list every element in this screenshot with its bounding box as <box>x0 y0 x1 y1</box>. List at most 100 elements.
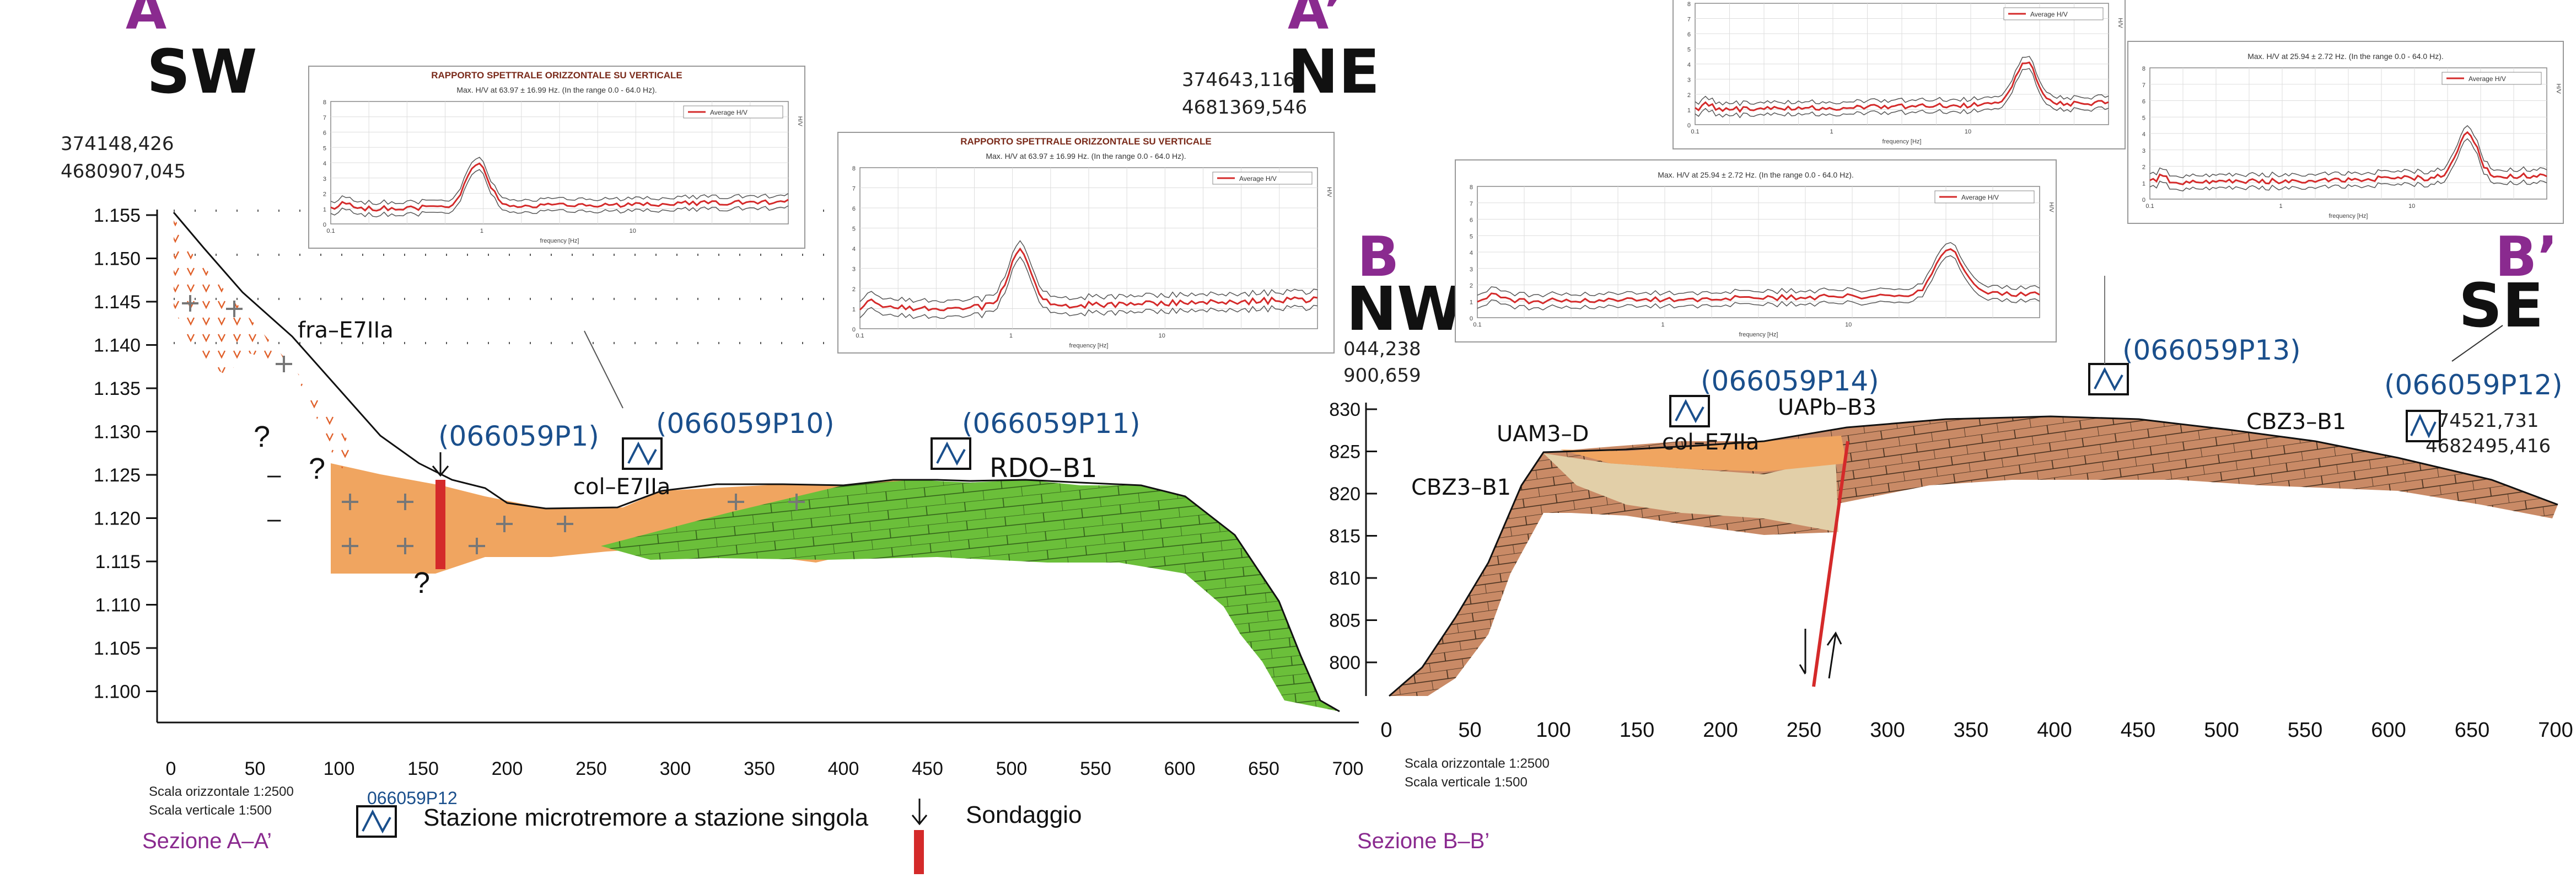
hvsr-legend-entry: Average H/V <box>710 109 747 116</box>
hvsr-y-tick-label: 7 <box>852 186 856 192</box>
section-b-uam-deposit <box>1544 453 1838 532</box>
legend-borehole-bar <box>914 830 924 874</box>
hvsr-x-axis-label: frequency [Hz] <box>1883 138 1922 145</box>
y-tick-label: 1.140 <box>94 335 141 356</box>
label-cbz-left: CBZ3–B1 <box>1411 475 1511 500</box>
hvsr-tick-label: 1 <box>2279 203 2283 210</box>
x-tick-label: 650 <box>1248 758 1279 779</box>
label-cbz-right: CBZ3–B1 <box>2246 409 2346 435</box>
hvsr-y-tick-label: 6 <box>2142 99 2145 105</box>
label-fra: fra–E7IIa <box>298 318 394 343</box>
hvsr-average-curve <box>2149 131 2547 185</box>
x-tick-label: 650 <box>2455 719 2489 742</box>
label-col-b: col–E7IIa <box>1662 430 1759 455</box>
y-tick-label: 1.100 <box>94 682 141 703</box>
hvsr-y-tick-label: 2 <box>1470 283 1473 290</box>
hvsr-y-tick-label: 7 <box>1470 201 1473 207</box>
section-a-end-letter: A’ <box>1288 0 1344 41</box>
y-tick-label: 1.150 <box>94 249 141 270</box>
x-tick-label: 250 <box>1787 719 1821 742</box>
x-tick-label: 450 <box>912 758 943 779</box>
hvsr-x-axis-label: frequency [Hz] <box>1069 342 1109 349</box>
hvsr-average-curve <box>859 247 1318 312</box>
y-tick-label: 815 <box>1329 526 1360 547</box>
hvsr-y-tick-label: 7 <box>323 115 326 121</box>
hvsr-panel: Max. H/V at 25.94 ± 2.72 Hz. (In the ran… <box>1455 159 2057 342</box>
hvsr-y-tick-label: 6 <box>1687 31 1691 38</box>
x-tick-label: 600 <box>2371 719 2406 742</box>
hvsr-y-tick-label: 5 <box>323 145 326 152</box>
y-tick-label: 1.145 <box>94 292 141 313</box>
x-tick-label: 0 <box>1380 719 1392 742</box>
question-mark: ? <box>254 420 270 453</box>
y-tick-label: 1.105 <box>94 638 141 659</box>
hvsr-y-tick-label: 2 <box>2142 164 2145 171</box>
hvsr-y-tick-label: 1 <box>852 307 856 313</box>
x-tick-label: 200 <box>1703 719 1738 742</box>
leader-line <box>584 330 623 409</box>
dash-mark: – <box>267 505 281 532</box>
x-tick-label: 50 <box>245 758 266 779</box>
section-a-start-coord-2: 4680907,045 <box>61 160 186 183</box>
hvsr-average-curve <box>330 162 789 212</box>
x-tick-label: 550 <box>1080 758 1111 779</box>
hvsr-y-tick-label: 7 <box>2142 82 2145 89</box>
dash-mark: – <box>267 461 281 488</box>
section-b-y-ticks: 830 825 820 815 810 805 800 <box>1329 399 1377 673</box>
section-a-start-coord-1: 374148,426 <box>61 133 174 155</box>
x-tick-label: 150 <box>407 758 439 779</box>
fault-arrow-up <box>1826 631 1842 679</box>
label-uam: UAM3–D <box>1497 421 1589 447</box>
hvsr-panel: Max. H/V at 25.94 ± 2.72 Hz. (In the ran… <box>2127 41 2564 224</box>
hvsr-y-tick-label: 1 <box>2142 180 2145 187</box>
hvsr-subtitle: Max. H/V at 63.97 ± 16.99 Hz. (In the ra… <box>986 152 1186 160</box>
hvsr-y-tick-label: 0 <box>2142 197 2145 204</box>
x-tick-label: 550 <box>2288 719 2322 742</box>
section-b-end-letter: B’ <box>2495 224 2558 289</box>
hvsr-title: RAPPORTO SPETTRALE ORIZZONTALE SU VERTIC… <box>431 70 682 81</box>
x-tick-label: 250 <box>576 758 607 779</box>
hvsr-tick-label: 10 <box>1159 333 1165 339</box>
y-tick-label: 830 <box>1329 399 1360 420</box>
label-p1: (066059P1) <box>438 420 599 452</box>
hvsr-y-tick-label: 8 <box>1687 1 1691 8</box>
x-tick-label: 400 <box>828 758 859 779</box>
section-b-end-coord-1: 374521,731 <box>2426 410 2539 432</box>
hvsr-title: RAPPORTO SPETTRALE ORIZZONTALE SU VERTIC… <box>960 136 1212 147</box>
hvsr-y-tick-label: 8 <box>2142 66 2145 72</box>
section-a-end-coord-1: 374643,116 <box>1182 69 1295 91</box>
section-b-x-ticks: 0 50 100 150 200 250 300 350 400 450 500 550 600 650 7… <box>1380 719 2573 742</box>
label-col-a: col–E7IIa <box>573 474 670 500</box>
hvsr-legend-entry: Average H/V <box>2469 75 2506 83</box>
hvsr-y-tick-label: 3 <box>2142 148 2145 154</box>
hvsr-panels: RAPPORTO SPETTRALE ORIZZONTALE SU VERTIC… <box>308 0 2564 354</box>
hvsr-legend-entry: Average H/V <box>2030 10 2068 18</box>
x-tick-label: 350 <box>1954 719 1988 742</box>
hvsr-y-tick-label: 8 <box>323 99 326 106</box>
section-b-caption: Sezione B–B’ <box>1357 829 1489 853</box>
leader-line <box>2451 325 2503 362</box>
section-b-colluvium <box>1560 436 1847 472</box>
section-a-dip-markers <box>182 295 805 554</box>
section-a-scale-h: Scala orizzontale 1:2500 <box>149 784 294 799</box>
x-tick-label: 700 <box>1332 758 1364 779</box>
hvsr-tick-label: 10 <box>2408 203 2415 210</box>
hvsr-subtitle: Max. H/V at 63.97 ± 16.99 Hz. (In the ra… <box>456 85 657 94</box>
hvsr-tick-label: 1 <box>1009 333 1013 339</box>
x-tick-label: 0 <box>166 758 176 779</box>
section-b: B NW B’ SE 044,238 900,659 374521,731 46… <box>1329 224 2573 853</box>
hvsr-y-tick-label: 0 <box>323 222 326 228</box>
hvsr-legend-entry: Average H/V <box>1239 175 1277 183</box>
label-p11: (066059P11) <box>962 408 1141 440</box>
label-p14: (066059P14) <box>1701 365 1879 397</box>
hvsr-tick-label: 0.1 <box>1473 322 1481 328</box>
hvsr-y-tick-label: 4 <box>1470 250 1473 256</box>
section-a-start-direction: SW <box>147 36 257 107</box>
y-tick-label: 1.125 <box>94 465 141 486</box>
hvsr-y-tick-label: 5 <box>2142 115 2145 121</box>
section-a-borehole-arrow <box>432 452 449 477</box>
hvsr-panel: RAPPORTO SPETTRALE ORIZZONTALE SU VERTIC… <box>837 132 1335 354</box>
x-tick-label: 600 <box>1164 758 1196 779</box>
legend-station-icon <box>356 805 397 838</box>
